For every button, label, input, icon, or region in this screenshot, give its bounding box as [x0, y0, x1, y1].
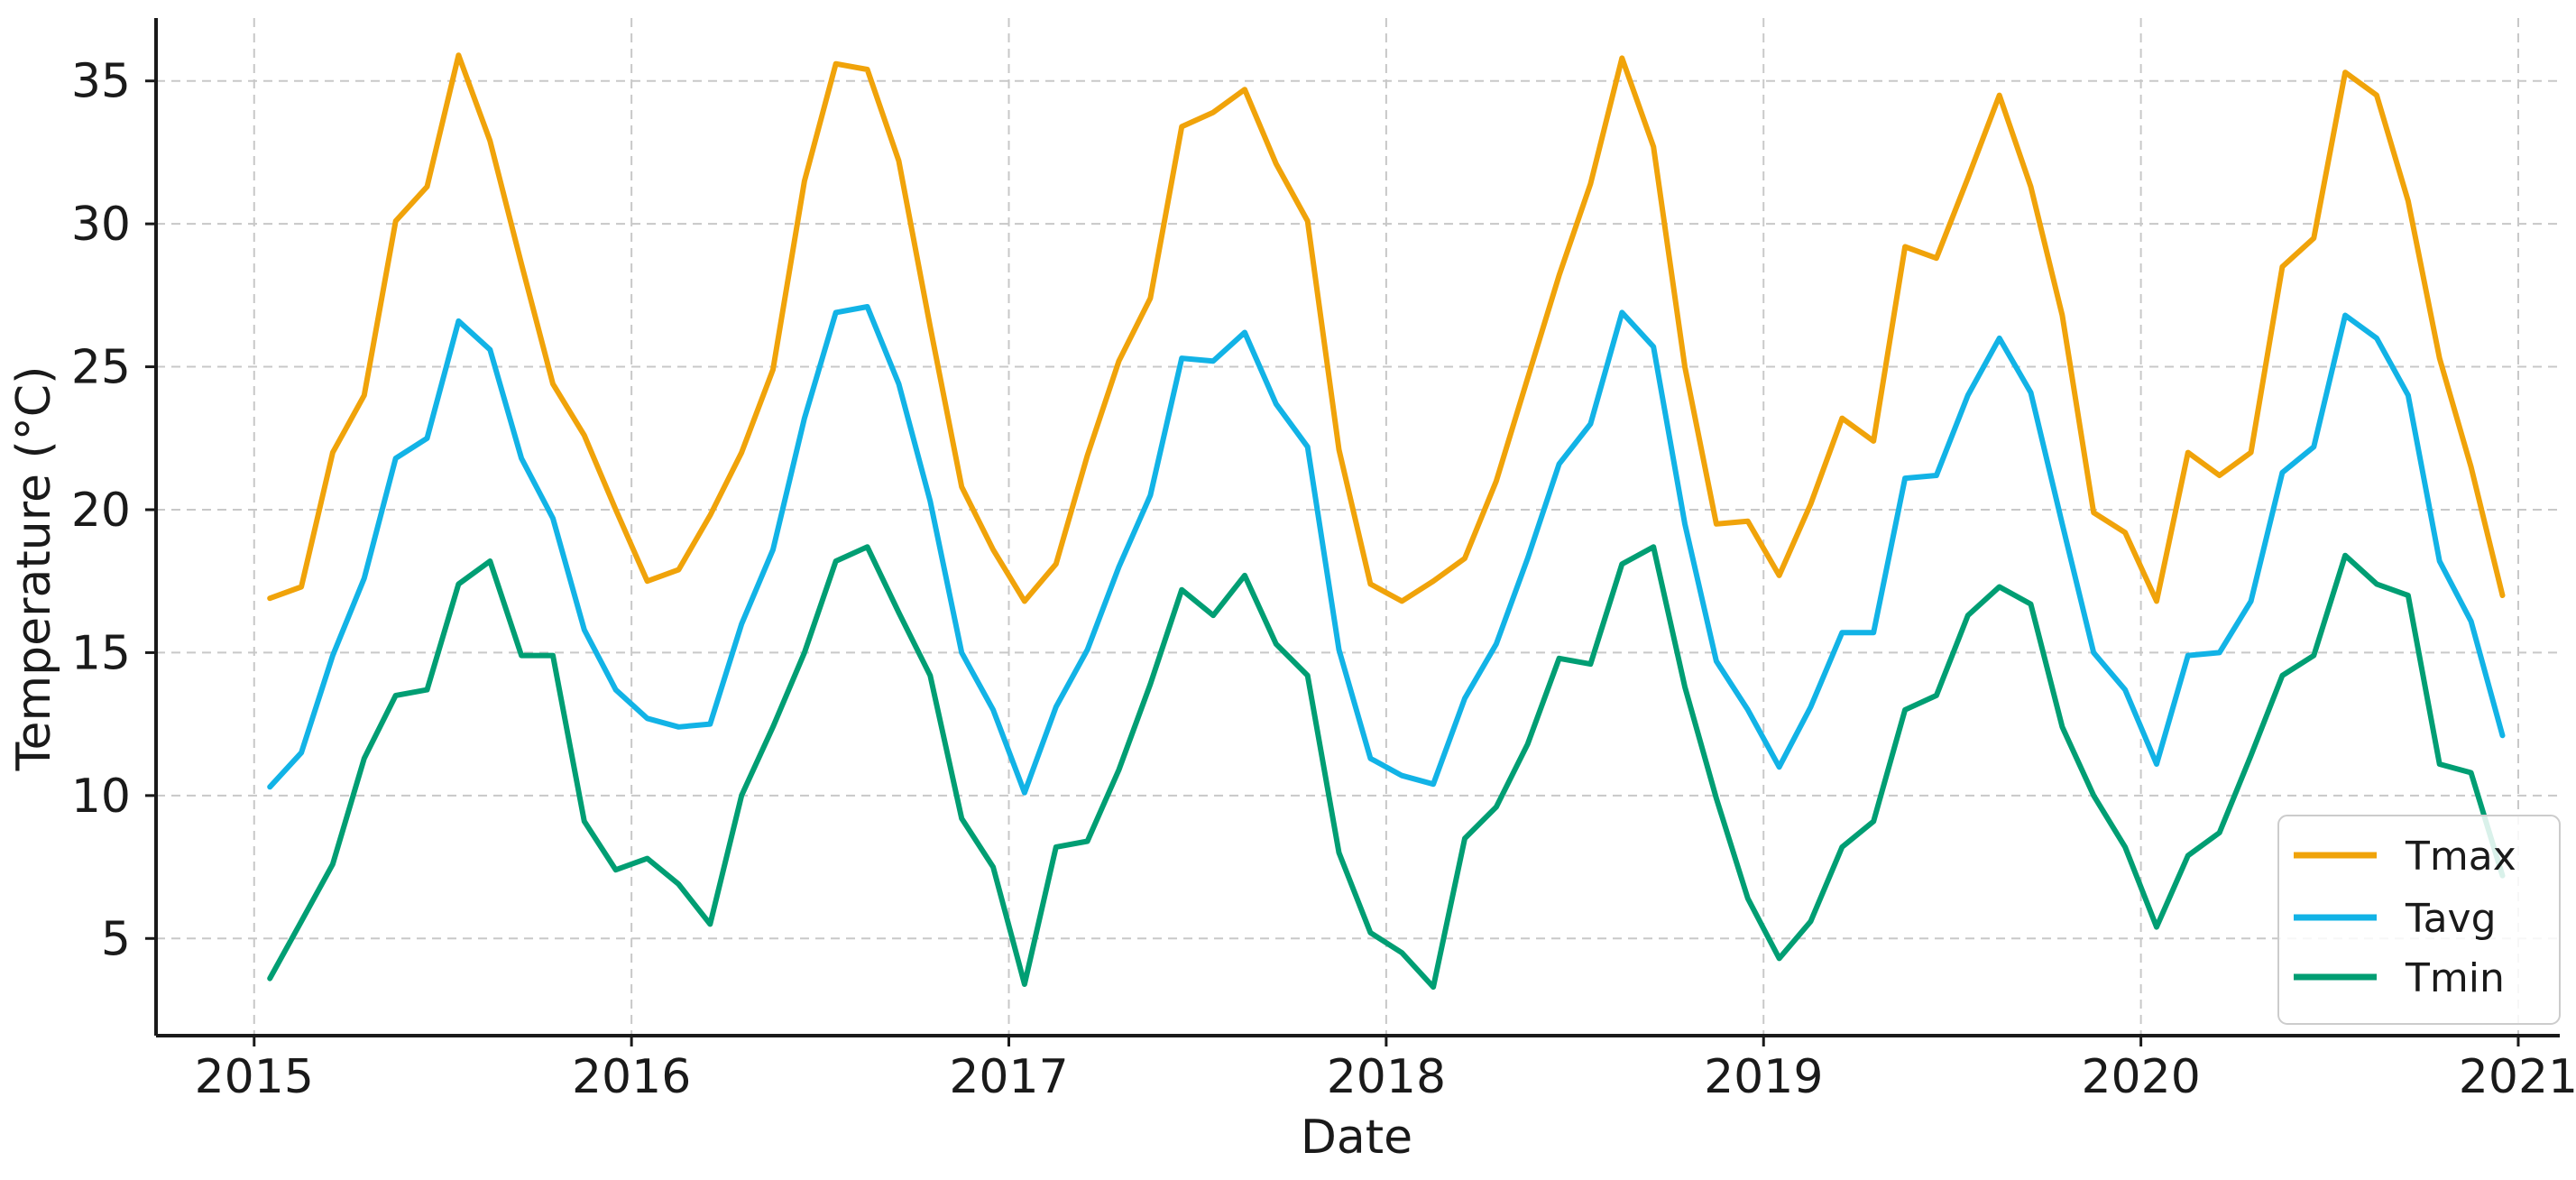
y-tick-label: 25: [71, 341, 131, 395]
y-tick-label: 15: [71, 626, 131, 680]
series-line-tavg: [267, 304, 2506, 796]
legend-label-tmax: Tmax: [2405, 834, 2516, 880]
x-tick-label: 2020: [2081, 1050, 2200, 1104]
y-tick-label: 35: [71, 55, 131, 109]
x-tick-label: 2019: [1704, 1050, 1823, 1104]
series-line-tmax: [267, 52, 2506, 604]
y-tick-label: 10: [71, 770, 131, 824]
x-tick-label: 2017: [949, 1050, 1068, 1104]
legend-label-tavg: Tavg: [2405, 896, 2497, 942]
x-axis-title: Date: [1301, 1111, 1412, 1165]
tick-labels: 2015 2016 2017 2018 2019 2020 2021 5 10 15 20 25 30 3…: [71, 55, 2576, 1104]
legend: Tmax Tavg Tmin: [2277, 815, 2561, 1025]
x-tick-label: 2016: [572, 1050, 691, 1104]
grid: [156, 18, 2560, 1036]
x-tick-label: 2021: [2459, 1050, 2576, 1104]
legend-box: [2277, 815, 2561, 1025]
series-line-tmin: [267, 544, 2506, 991]
axes: [145, 18, 2560, 1046]
legend-label-tmin: Tmin: [2405, 955, 2505, 1001]
x-tick-label: 2015: [195, 1050, 314, 1104]
y-tick-label: 5: [101, 912, 131, 966]
y-axis-title: Temperature (°C): [7, 366, 61, 772]
x-tick-label: 2018: [1327, 1050, 1446, 1104]
plot-series: [267, 52, 2506, 991]
y-tick-label: 20: [71, 484, 131, 538]
y-tick-label: 30: [71, 198, 131, 252]
